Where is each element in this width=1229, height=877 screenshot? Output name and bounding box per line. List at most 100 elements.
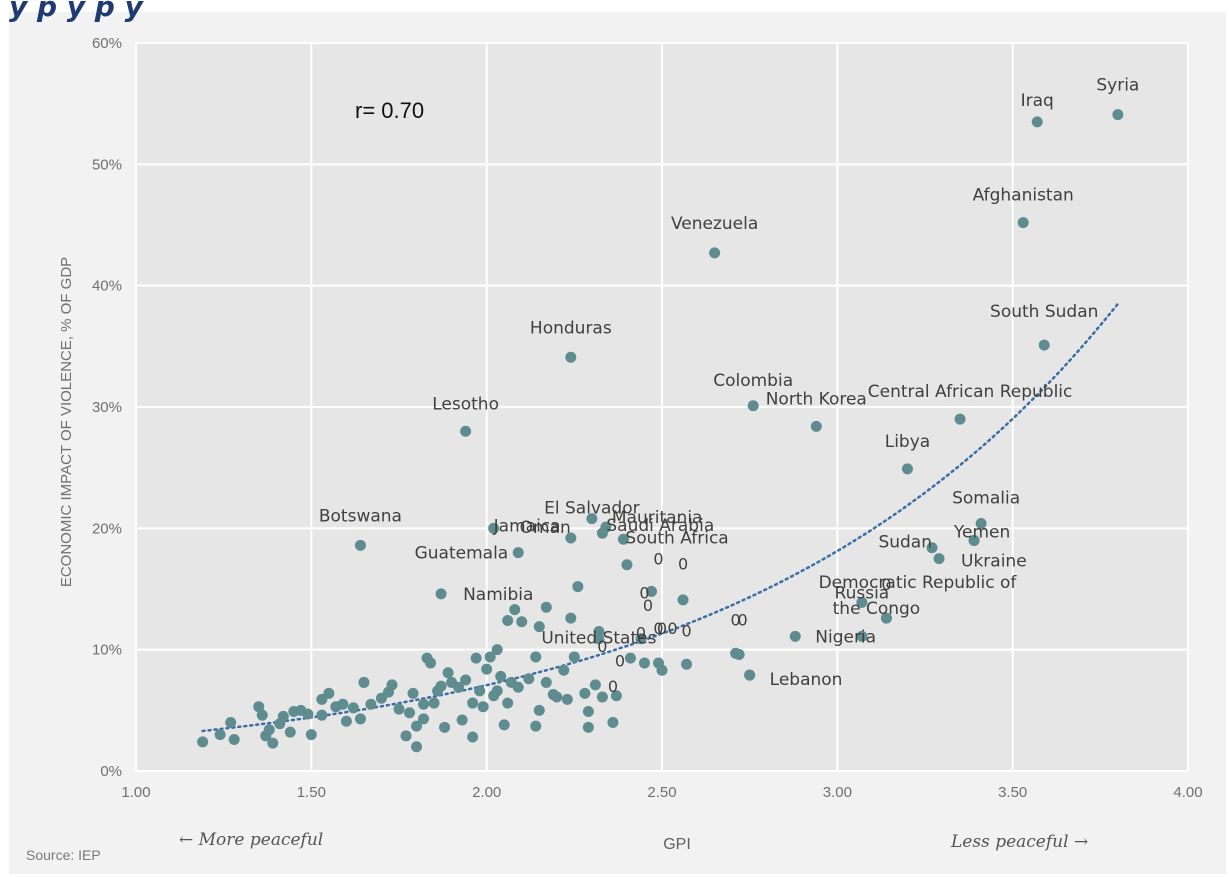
data-point — [425, 657, 437, 669]
x-tick-label: 2.50 — [647, 784, 676, 801]
data-point-yemen — [968, 534, 980, 546]
point-label: Lesotho — [432, 394, 499, 414]
data-point — [453, 681, 465, 693]
x-tick-label: 3.50 — [998, 784, 1027, 801]
data-point — [533, 704, 545, 716]
data-point — [305, 729, 317, 741]
data-point — [404, 707, 416, 719]
source-note: Source: IEP — [26, 847, 101, 863]
y-tick-labels: 0% 10% 20% 30% 40% 50% 60% — [92, 35, 122, 780]
point-label: Afghanistan — [973, 186, 1074, 206]
data-point — [228, 733, 240, 745]
y-tick-label: 40% — [92, 278, 122, 295]
data-point — [400, 730, 412, 742]
point-label: Central African Republic — [868, 382, 1073, 402]
data-point — [582, 706, 594, 718]
x-tick-label: 4.00 — [1173, 784, 1202, 801]
correlation-annotation: r= 0.70 — [355, 98, 424, 123]
trendline — [201, 302, 1120, 733]
data-point — [551, 691, 563, 703]
x-tick-label: 1.50 — [297, 784, 326, 801]
data-point-honduras — [565, 351, 577, 363]
more-peaceful-note: ← More peaceful — [179, 830, 323, 850]
data-point — [565, 612, 577, 624]
data-point — [572, 581, 584, 593]
data-point — [502, 697, 514, 709]
data-point — [645, 585, 657, 597]
data-point — [481, 663, 493, 675]
x-tick-labels: 1.00 1.50 2.00 2.50 3.00 3.50 4.00 — [121, 784, 1202, 801]
zero-mark: 0 — [653, 619, 663, 638]
data-point — [733, 649, 745, 661]
point-label: North Korea — [766, 389, 867, 409]
point-label: Honduras — [530, 318, 612, 338]
data-point-syria — [1112, 109, 1124, 121]
data-point — [467, 731, 479, 743]
page-title: y p y p y — [9, 0, 143, 23]
data-point — [579, 687, 591, 699]
y-tick-label: 50% — [92, 156, 122, 173]
point-label: Russia — [835, 583, 890, 603]
point-label: Libya — [885, 432, 930, 452]
zero-mark: 0 — [615, 652, 625, 671]
point-label: Somalia — [952, 488, 1020, 508]
data-point — [502, 615, 514, 627]
data-point — [681, 658, 693, 670]
point-label: Yemen — [953, 522, 1010, 542]
point-label: Nigeria — [815, 627, 876, 647]
data-point — [460, 674, 472, 686]
data-point — [540, 676, 552, 688]
point-label: Sudan — [878, 533, 932, 553]
data-point — [498, 719, 510, 731]
data-point — [596, 691, 608, 703]
data-point — [491, 644, 503, 656]
point-label: Venezuela — [671, 214, 758, 234]
data-point — [263, 724, 275, 736]
data-point-libya — [901, 463, 913, 475]
x-tick-label: 1.00 — [121, 784, 150, 801]
data-point — [589, 679, 601, 691]
data-point — [337, 698, 349, 710]
point-label: Namibia — [463, 585, 533, 605]
data-point — [323, 687, 335, 699]
zero-mark: 0 — [731, 610, 741, 629]
data-point-democratic-republic-of-the-congo — [880, 612, 892, 624]
zero-mark: 0 — [653, 550, 663, 569]
data-point — [393, 703, 405, 715]
data-point — [386, 679, 398, 691]
data-point — [470, 652, 482, 664]
data-point-venezuela — [709, 247, 721, 259]
data-point — [225, 716, 237, 728]
point-label: Ukraine — [961, 552, 1027, 572]
data-point — [512, 681, 524, 693]
data-point — [435, 680, 447, 692]
zero-mark: 0 — [643, 596, 653, 615]
data-point-el-salvador — [586, 513, 598, 525]
data-point — [530, 720, 542, 732]
data-point — [610, 690, 622, 702]
data-points — [197, 109, 1124, 753]
point-label: South Sudan — [990, 302, 1098, 322]
data-point-saudi-arabia — [596, 527, 608, 539]
data-point-colombia — [747, 400, 759, 412]
data-point — [530, 651, 542, 663]
data-point — [284, 726, 296, 738]
data-point — [516, 616, 528, 628]
y-axis-label: ECONOMIC IMPACT OF VIOLENCE, % OF GDP — [58, 257, 75, 587]
data-point — [540, 601, 552, 613]
point-label: the Congo — [833, 599, 921, 619]
gridlines — [135, 42, 1189, 772]
data-point — [677, 594, 689, 606]
data-point — [214, 729, 226, 741]
data-point-ukraine — [933, 553, 945, 565]
point-label: Guatemala — [415, 544, 509, 564]
zero-mark: 0 — [678, 555, 688, 574]
point-labels: Syria Iraq Afghanistan Venezuela South Sudan… — [319, 76, 1139, 691]
data-point — [558, 664, 570, 676]
point-label: Iraq — [1021, 91, 1054, 111]
y-tick-label: 60% — [92, 35, 122, 52]
data-point-lebanon — [744, 669, 756, 681]
data-point — [277, 710, 289, 722]
point-label: Colombia — [713, 371, 793, 391]
